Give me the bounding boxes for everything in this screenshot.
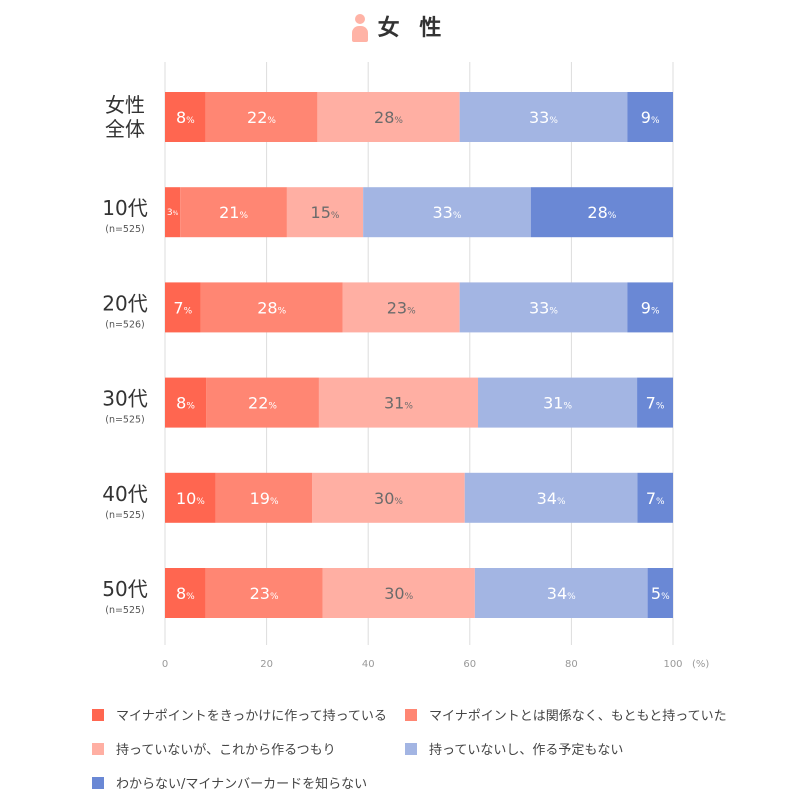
data-label: 23% xyxy=(250,584,279,603)
legend-swatch xyxy=(405,708,417,721)
legend-label: 持っていないが、これから作るつもり xyxy=(116,743,336,758)
data-label: 21% xyxy=(219,203,248,222)
legend-item: わからない/マイナンバーカードを知らない xyxy=(92,773,367,792)
bar-segment xyxy=(318,377,479,428)
bar-segment xyxy=(165,377,207,428)
bar-segment xyxy=(317,92,460,142)
data-label: 8% xyxy=(176,584,195,603)
bar-segment xyxy=(215,472,313,523)
chart-title: 女 性 xyxy=(0,10,799,44)
bar-segment xyxy=(627,92,673,142)
legend-swatch xyxy=(405,742,417,755)
bar-segment xyxy=(205,568,323,618)
x-unit-label: (%) xyxy=(692,659,709,670)
x-tick-label: 100 xyxy=(663,659,682,670)
legend-item: 持っていないし、作る予定もない xyxy=(405,739,623,758)
person-icon xyxy=(351,14,368,44)
data-label: 31% xyxy=(384,394,413,413)
bar-segment xyxy=(459,92,628,142)
legend-item: 持っていないが、これから作るつもり xyxy=(92,739,336,758)
bar-segment xyxy=(200,282,343,333)
data-label: 33% xyxy=(432,203,461,222)
data-label: 9% xyxy=(641,298,660,317)
bar-segment xyxy=(637,472,673,523)
legend-label: マイナポイントをきっかけに作って持っている xyxy=(116,709,387,724)
data-label: 8% xyxy=(176,394,195,413)
data-label: 34% xyxy=(537,489,566,508)
bar-segment xyxy=(530,187,673,238)
bar-segment xyxy=(627,282,673,333)
sample-size-label: (n=525) xyxy=(105,605,145,616)
bar-segment xyxy=(647,568,673,618)
data-label: 7% xyxy=(646,394,665,413)
data-label: 23% xyxy=(387,298,416,317)
legend-item: マイナポイントとは関係なく、もともと持っていた xyxy=(405,705,727,724)
x-tick-label: 80 xyxy=(565,659,578,670)
data-label: 10% xyxy=(176,489,205,508)
bar-segment xyxy=(363,187,531,238)
legend-swatch xyxy=(92,776,104,789)
legend-label: 持っていないし、作る予定もない xyxy=(429,743,624,758)
bar-segment xyxy=(205,92,318,142)
bar-segment xyxy=(459,282,628,333)
legend-item: マイナポイントをきっかけに作って持っている xyxy=(92,705,387,724)
data-label: 34% xyxy=(547,584,576,603)
bar-segment xyxy=(322,568,475,618)
bar-segment xyxy=(180,187,287,238)
data-label: 19% xyxy=(250,489,279,508)
bar-segment xyxy=(342,282,460,333)
x-tick-label: 20 xyxy=(260,659,273,670)
data-label: 28% xyxy=(587,203,616,222)
legend-swatch xyxy=(92,742,104,755)
stacked-bar-chart: 0 20 40 60 80 100 (%) 8% 22% 28% 33% 9% 10代 (n=525) 3%… xyxy=(102,62,709,670)
category-label: 10代 xyxy=(102,196,147,220)
bar-segment xyxy=(165,187,181,238)
data-label: 3% xyxy=(167,208,179,218)
bar-segment xyxy=(478,377,638,428)
data-label: 30% xyxy=(374,489,403,508)
bar-segment xyxy=(312,472,465,523)
legend-swatch xyxy=(92,708,104,721)
bar-segment xyxy=(165,568,206,618)
category-label: 女性全体 xyxy=(105,93,145,141)
data-label: 28% xyxy=(257,298,286,317)
data-label: 5% xyxy=(651,584,670,603)
data-label: 28% xyxy=(374,108,403,127)
sample-size-label: (n=525) xyxy=(105,224,145,235)
legend-label: マイナポイントとは関係なく、もともと持っていた xyxy=(429,709,727,724)
data-label: 9% xyxy=(641,108,660,127)
legend-label: わからない/マイナンバーカードを知らない xyxy=(116,777,368,792)
sample-size-label: (n=526) xyxy=(105,319,145,330)
sample-size-label: (n=525) xyxy=(105,415,145,426)
bar-segment xyxy=(637,377,673,428)
data-label: 7% xyxy=(173,298,192,317)
data-label: 8% xyxy=(176,108,195,127)
data-label: 33% xyxy=(529,298,558,317)
data-label: 22% xyxy=(248,394,277,413)
bar-segment xyxy=(165,472,216,523)
bar-segment xyxy=(474,568,648,618)
bar-segment xyxy=(165,92,206,142)
x-tick-label: 60 xyxy=(463,659,476,670)
data-label: 7% xyxy=(646,489,665,508)
data-label: 30% xyxy=(384,584,413,603)
title-text: 女 性 xyxy=(377,16,448,41)
bar-segment xyxy=(464,472,638,523)
x-tick-label: 0 xyxy=(162,659,168,670)
bar-segment xyxy=(206,377,319,428)
category-label: 20代 xyxy=(102,291,147,315)
category-label: 30代 xyxy=(102,387,147,411)
bar-segment xyxy=(165,282,201,333)
bar-segment xyxy=(286,187,364,238)
category-label: 40代 xyxy=(102,482,147,506)
data-label: 33% xyxy=(529,108,558,127)
x-tick-label: 40 xyxy=(362,659,375,670)
category-label: 50代 xyxy=(102,577,147,601)
sample-size-label: (n=525) xyxy=(105,510,145,521)
data-label: 31% xyxy=(543,394,572,413)
data-label: 22% xyxy=(247,108,276,127)
data-label: 15% xyxy=(311,203,340,222)
